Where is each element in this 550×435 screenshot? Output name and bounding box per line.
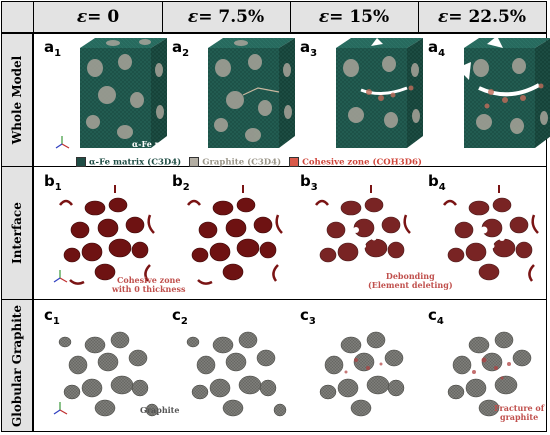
panel-label-b1: b1 [44,172,62,193]
matrix-swatch [76,157,86,167]
row-label-interface: Interface [1,166,33,299]
panel-label-a1: a1 [44,38,62,59]
panel-label-c1: c1 [44,306,60,327]
panel-label-c3: c3 [300,306,316,327]
panel-label-c2: c2 [172,306,188,327]
header-row [1,1,547,33]
panel-label-a2: a2 [172,38,190,59]
legend-item-matrix: α-Fe matrix (C3D4) [76,157,181,168]
cohesive-swatch [289,157,300,167]
panel-label-a3: a3 [300,38,318,59]
legend-item-cohesive: Cohesive zone (COH3D6) [289,157,422,168]
panel-label-b4: b4 [428,172,446,193]
header-divider [290,1,291,33]
graphite-swatch [189,157,200,167]
graphite-annotation: Graphite [140,405,180,415]
header-divider [418,1,419,33]
panel-label-b3: b3 [300,172,318,193]
panel-label-b2: b2 [172,172,190,193]
row-divider [1,299,547,300]
legend-item-graphite: Graphite (C3D4) [189,157,281,168]
row-divider [1,166,547,167]
panel-label-a4: a4 [428,38,446,59]
row-label-whole-model: Whole Model [1,33,33,166]
panel-label-c4: c4 [428,306,444,327]
label-column-divider [33,1,34,432]
header-divider [162,1,163,33]
row-label-globular-graphite: Globular Graphite [1,299,33,432]
matrix-annotation: α-Fe matrix [132,139,184,149]
column-header-2: ε = 7.5% [187,7,265,27]
cohesive-zone-annotation: Cohesive zone with 0 thickness [112,275,186,294]
fracture-annotation: Fracture of graphite [494,403,545,422]
row-divider [1,33,547,34]
material-legend: α-Fe matrix (C3D4) Graphite (C3D4) Cohes… [76,157,422,168]
column-header-3: ε = 15% [318,7,390,27]
debonding-annotation: Debonding (Element deleting) [368,271,453,290]
column-header-4: ε = 22.5% [437,7,527,27]
column-header-1: ε = 0 [76,7,120,27]
